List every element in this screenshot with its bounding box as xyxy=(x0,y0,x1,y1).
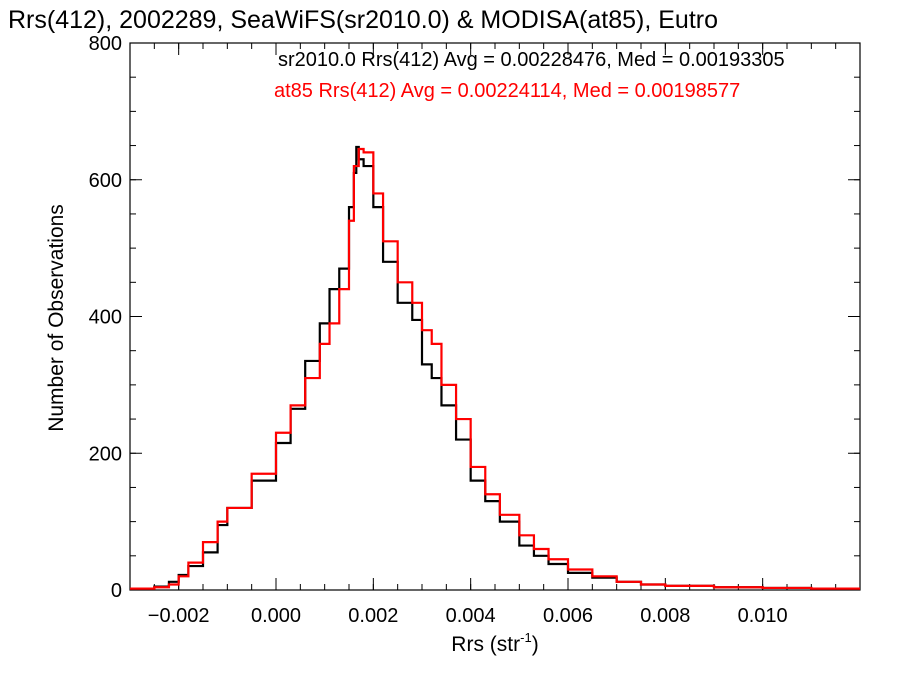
x-tick-labels: −0.002 0.000 0.002 0.004 0.006 0.008 0.010 xyxy=(148,605,788,627)
x-tick-label: 0.006 xyxy=(543,605,593,627)
x-axis-label: Rrs (str-1) xyxy=(451,630,538,656)
y-tick-label: 400 xyxy=(89,307,122,329)
x-tick-label: 0.010 xyxy=(738,605,788,627)
series-at85-line xyxy=(130,147,860,590)
x-tick-label: 0.000 xyxy=(251,605,301,627)
x-axis-label-close: ) xyxy=(532,633,539,656)
y-tick-label: 800 xyxy=(89,33,122,55)
x-axis-label-text: Rrs (str xyxy=(451,633,520,656)
y-tick-label: 600 xyxy=(89,170,122,192)
y-axis-label: Number of Observations xyxy=(45,204,68,432)
x-tick-label: 0.008 xyxy=(640,605,690,627)
series-layer xyxy=(130,145,860,590)
x-tick-label: 0.004 xyxy=(446,605,496,627)
series-sr2010-line xyxy=(130,145,860,590)
y-tick-label: 200 xyxy=(89,443,122,465)
y-tick-labels: 0 200 400 600 800 xyxy=(89,33,122,602)
x-tick-label: −0.002 xyxy=(148,605,210,627)
chart-title: Rrs(412), 2002289, SeaWiFS(sr2010.0) & M… xyxy=(8,6,718,34)
legend-entry-sr2010: sr2010.0 Rrs(412) Avg = 0.00228476, Med … xyxy=(278,49,785,71)
legend-entry-at85: at85 Rrs(412) Avg = 0.00224114, Med = 0.… xyxy=(274,80,740,102)
axis-ticks xyxy=(129,42,861,591)
y-tick-label: 0 xyxy=(111,580,122,602)
x-tick-label: 0.002 xyxy=(348,605,398,627)
x-axis-label-sup: -1 xyxy=(520,630,532,645)
